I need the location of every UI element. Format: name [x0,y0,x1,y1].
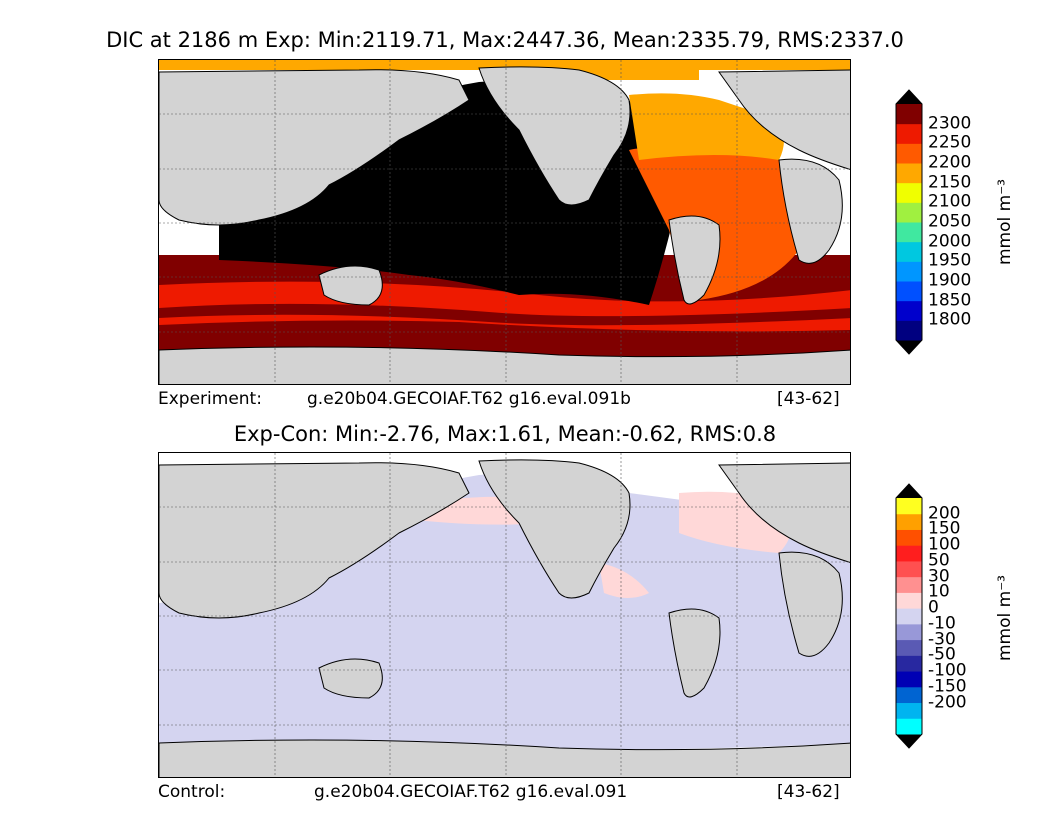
colorbar-swatch [896,655,922,672]
colorbar-swatch [896,143,922,164]
colorbar-swatch [896,104,922,125]
colorbar-tick-label: 1950 [928,250,972,271]
colorbar-tick-label: -150 [928,676,967,697]
australia [318,265,383,306]
colorbar-swatch [896,300,922,321]
experiment-label: Experiment: [158,389,262,409]
colorbar-swatch [896,281,922,302]
colorbar-tick-label: -100 [928,660,967,681]
colorbar-tick-label: 2100 [928,191,972,212]
colorbar-1-unit: mmol m⁻³ [995,179,1015,265]
colorbar-swatch [896,182,922,203]
control-label: Control: [158,782,226,802]
colorbar-swatch [896,560,922,578]
colorbar-swatch [896,639,922,656]
colorbar-tick-label: 150 [928,518,961,539]
colorbar-tick-label: -30 [928,629,956,650]
colorbar-2-unit: mmol m⁻³ [995,575,1015,661]
experiment-map [158,59,851,385]
colorbar-tick-label: -50 [928,644,956,665]
colorbar-tick-label: 200 [928,503,961,524]
colorbar-tick-label: 100 [928,534,961,555]
colorbar-1 [895,89,923,355]
colorbar-tick-label: 10 [928,581,950,602]
colorbar-swatch [896,592,922,609]
africa [778,158,843,264]
colorbar-swatch [896,241,922,262]
panel-2-title: Exp-Con: Min:-2.76, Max:1.61, Mean:-0.62… [233,422,777,446]
colorbar-swatch [896,222,922,243]
colorbar-swatch [896,529,922,546]
experiment-case-name: g.e20b04.GECOIAF.T62 g16.eval.091b [307,389,631,409]
colorbar-swatch [896,686,922,704]
colorbar-tick-label: 1800 [928,309,972,330]
control-years: [43-62] [777,782,840,802]
colorbar-swatch [896,545,922,562]
colorbar-tick-label: 2150 [928,172,972,193]
colorbar-tick-label: 1850 [928,290,972,311]
colorbar-tick-label: 2200 [928,152,972,173]
colorbar-swatch [896,123,922,144]
colorbar-tick-label: -10 [928,613,956,634]
colorbar-under-arrow [896,734,922,748]
experiment-years: [43-62] [777,389,840,409]
colorbar-swatch [896,608,922,625]
colorbar-tick-label: 0 [928,597,939,618]
colorbar-swatch [896,202,922,223]
colorbar-tick-label: 2300 [928,113,972,134]
colorbar-tick-label: -200 [928,692,967,713]
colorbar-tick-label: 1900 [928,270,972,291]
colorbar-under-arrow [896,340,922,354]
colorbar-over-arrow [896,484,922,498]
colorbar-swatch [896,718,922,735]
colorbar-2 [895,483,923,749]
colorbar-swatch [896,261,922,282]
north-america [478,66,631,206]
colorbar-tick-label: 50 [928,550,950,571]
colorbar-swatch [896,498,922,515]
colorbar-swatch [896,163,922,184]
control-case-name: g.e20b04.GECOIAF.T62 g16.eval.091 [314,782,628,802]
colorbar-swatch [896,513,922,530]
colorbar-swatch [896,671,922,688]
colorbar-tick-label: 30 [928,566,950,587]
colorbar-swatch [896,320,922,341]
colorbar-over-arrow [896,90,922,104]
colorbar-tick-label: 2250 [928,132,972,153]
antarctica [159,346,850,384]
panel-1-title: DIC at 2186 m Exp: Min:2119.71, Max:2447… [106,28,904,52]
eurasia [159,69,470,226]
colorbar-swatch [896,576,922,593]
colorbar-tick-label: 2000 [928,231,972,252]
south-america [668,215,721,305]
colorbar-swatch [896,702,922,719]
difference-map [158,452,851,778]
colorbar-swatch [896,623,922,641]
colorbar-tick-label: 2050 [928,211,972,232]
